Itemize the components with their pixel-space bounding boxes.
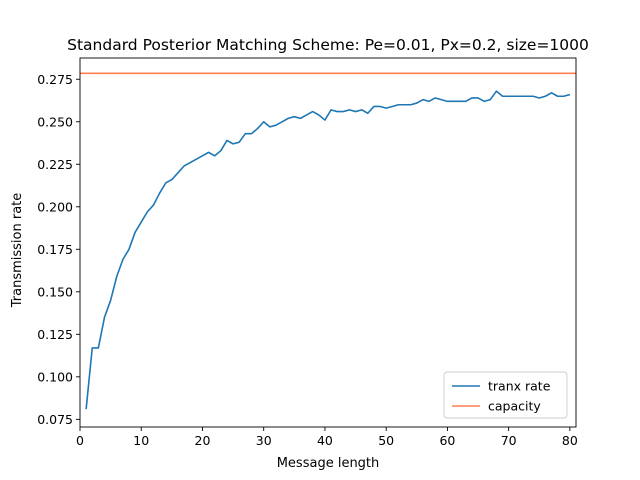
- x-tick-label: 40: [317, 433, 333, 448]
- x-axis-label: Message length: [277, 456, 380, 471]
- x-tick-label: 80: [562, 433, 578, 448]
- y-tick-label: 0.100: [37, 369, 73, 384]
- y-axis-label: Transmission rate: [10, 193, 25, 309]
- series-line-0: [85, 90, 571, 410]
- y-tick-label: 0.125: [37, 327, 73, 342]
- x-tick-label: 70: [501, 433, 517, 448]
- x-tick-label: 50: [378, 433, 394, 448]
- y-tick-label: 0.200: [37, 199, 73, 214]
- plot-area: [79, 57, 577, 428]
- legend-label-1: capacity: [488, 399, 541, 414]
- x-tick-label: 10: [133, 433, 149, 448]
- y-tick-label: 0.075: [37, 412, 73, 427]
- y-tick-label: 0.250: [37, 114, 73, 129]
- plot-frame: [79, 57, 577, 428]
- x-axis: 0 10 20 30 40 50 60 70 80: [76, 427, 578, 448]
- x-tick-label: 30: [256, 433, 272, 448]
- chart-title: Standard Posterior Matching Scheme: Pe=0…: [67, 36, 589, 54]
- y-tick-label: 0.225: [37, 157, 73, 172]
- x-tick-label: 60: [439, 433, 455, 448]
- y-axis: 0.075 0.100 0.125 0.150 0.175 0.200 0.225 0.250…: [37, 72, 80, 427]
- y-tick-label: 0.175: [37, 242, 73, 257]
- y-tick-label: 0.275: [37, 72, 73, 87]
- x-tick-label: 0: [76, 433, 84, 448]
- y-tick-label: 0.150: [37, 284, 73, 299]
- legend-label-0: tranx rate: [488, 379, 551, 394]
- legend: tranx rate capacity: [443, 371, 568, 419]
- x-tick-label: 20: [195, 433, 211, 448]
